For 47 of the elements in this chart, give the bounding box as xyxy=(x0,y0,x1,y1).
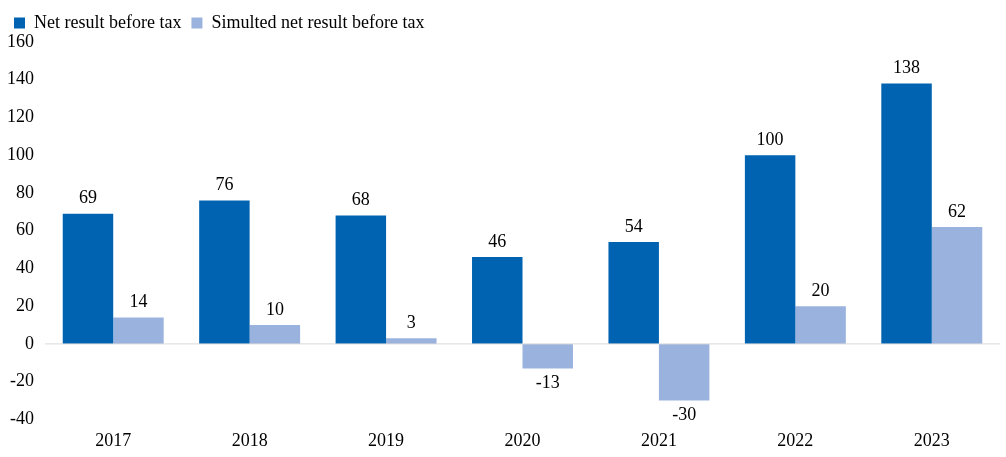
data-label: 100 xyxy=(756,128,784,149)
x-tick-label: 2019 xyxy=(368,429,405,450)
data-label: 62 xyxy=(948,200,967,221)
bar xyxy=(522,343,573,369)
bar xyxy=(658,343,710,401)
data-label: 14 xyxy=(129,291,148,312)
bar xyxy=(931,226,983,344)
bar xyxy=(608,242,659,344)
bar xyxy=(472,257,523,344)
bar xyxy=(249,325,301,344)
data-label: 10 xyxy=(265,298,284,319)
y-tick-label: 120 xyxy=(7,106,34,127)
bar xyxy=(795,306,846,344)
y-tick-label: -40 xyxy=(10,408,34,429)
y-tick-label: 20 xyxy=(16,294,34,315)
data-label: 138 xyxy=(893,57,921,78)
bar xyxy=(335,215,387,344)
y-tick-label: 80 xyxy=(16,181,34,202)
y-tick-label: 100 xyxy=(7,143,34,164)
data-label: 68 xyxy=(351,189,370,210)
y-tick-label: 0 xyxy=(25,332,34,353)
y-tick-label: 40 xyxy=(16,257,34,278)
x-tick-label: 2017 xyxy=(95,429,132,450)
y-tick-label: 160 xyxy=(7,30,34,51)
data-label: 76 xyxy=(215,174,234,195)
data-label: 69 xyxy=(78,187,97,208)
bar xyxy=(744,155,796,344)
bar xyxy=(62,213,114,344)
legend-label: Net result before tax xyxy=(34,11,182,32)
bar xyxy=(199,200,250,344)
x-tick-label: 2023 xyxy=(913,429,950,450)
y-tick-label: -20 xyxy=(10,370,34,391)
data-label: 54 xyxy=(624,215,643,236)
x-tick-label: 2020 xyxy=(504,429,541,450)
data-label: -30 xyxy=(672,404,697,425)
legend-label: Simulted net result before tax xyxy=(211,11,425,32)
data-label: 46 xyxy=(488,230,507,251)
data-label: -13 xyxy=(535,372,560,393)
data-label: 20 xyxy=(811,279,830,300)
x-tick-label: 2022 xyxy=(777,429,814,450)
bar xyxy=(113,317,164,344)
bar xyxy=(881,83,932,344)
y-tick-label: 60 xyxy=(16,219,34,240)
x-tick-label: 2018 xyxy=(231,429,268,450)
x-tick-label: 2021 xyxy=(640,429,677,450)
y-tick-label: 140 xyxy=(7,68,34,89)
data-label: 3 xyxy=(406,311,416,332)
